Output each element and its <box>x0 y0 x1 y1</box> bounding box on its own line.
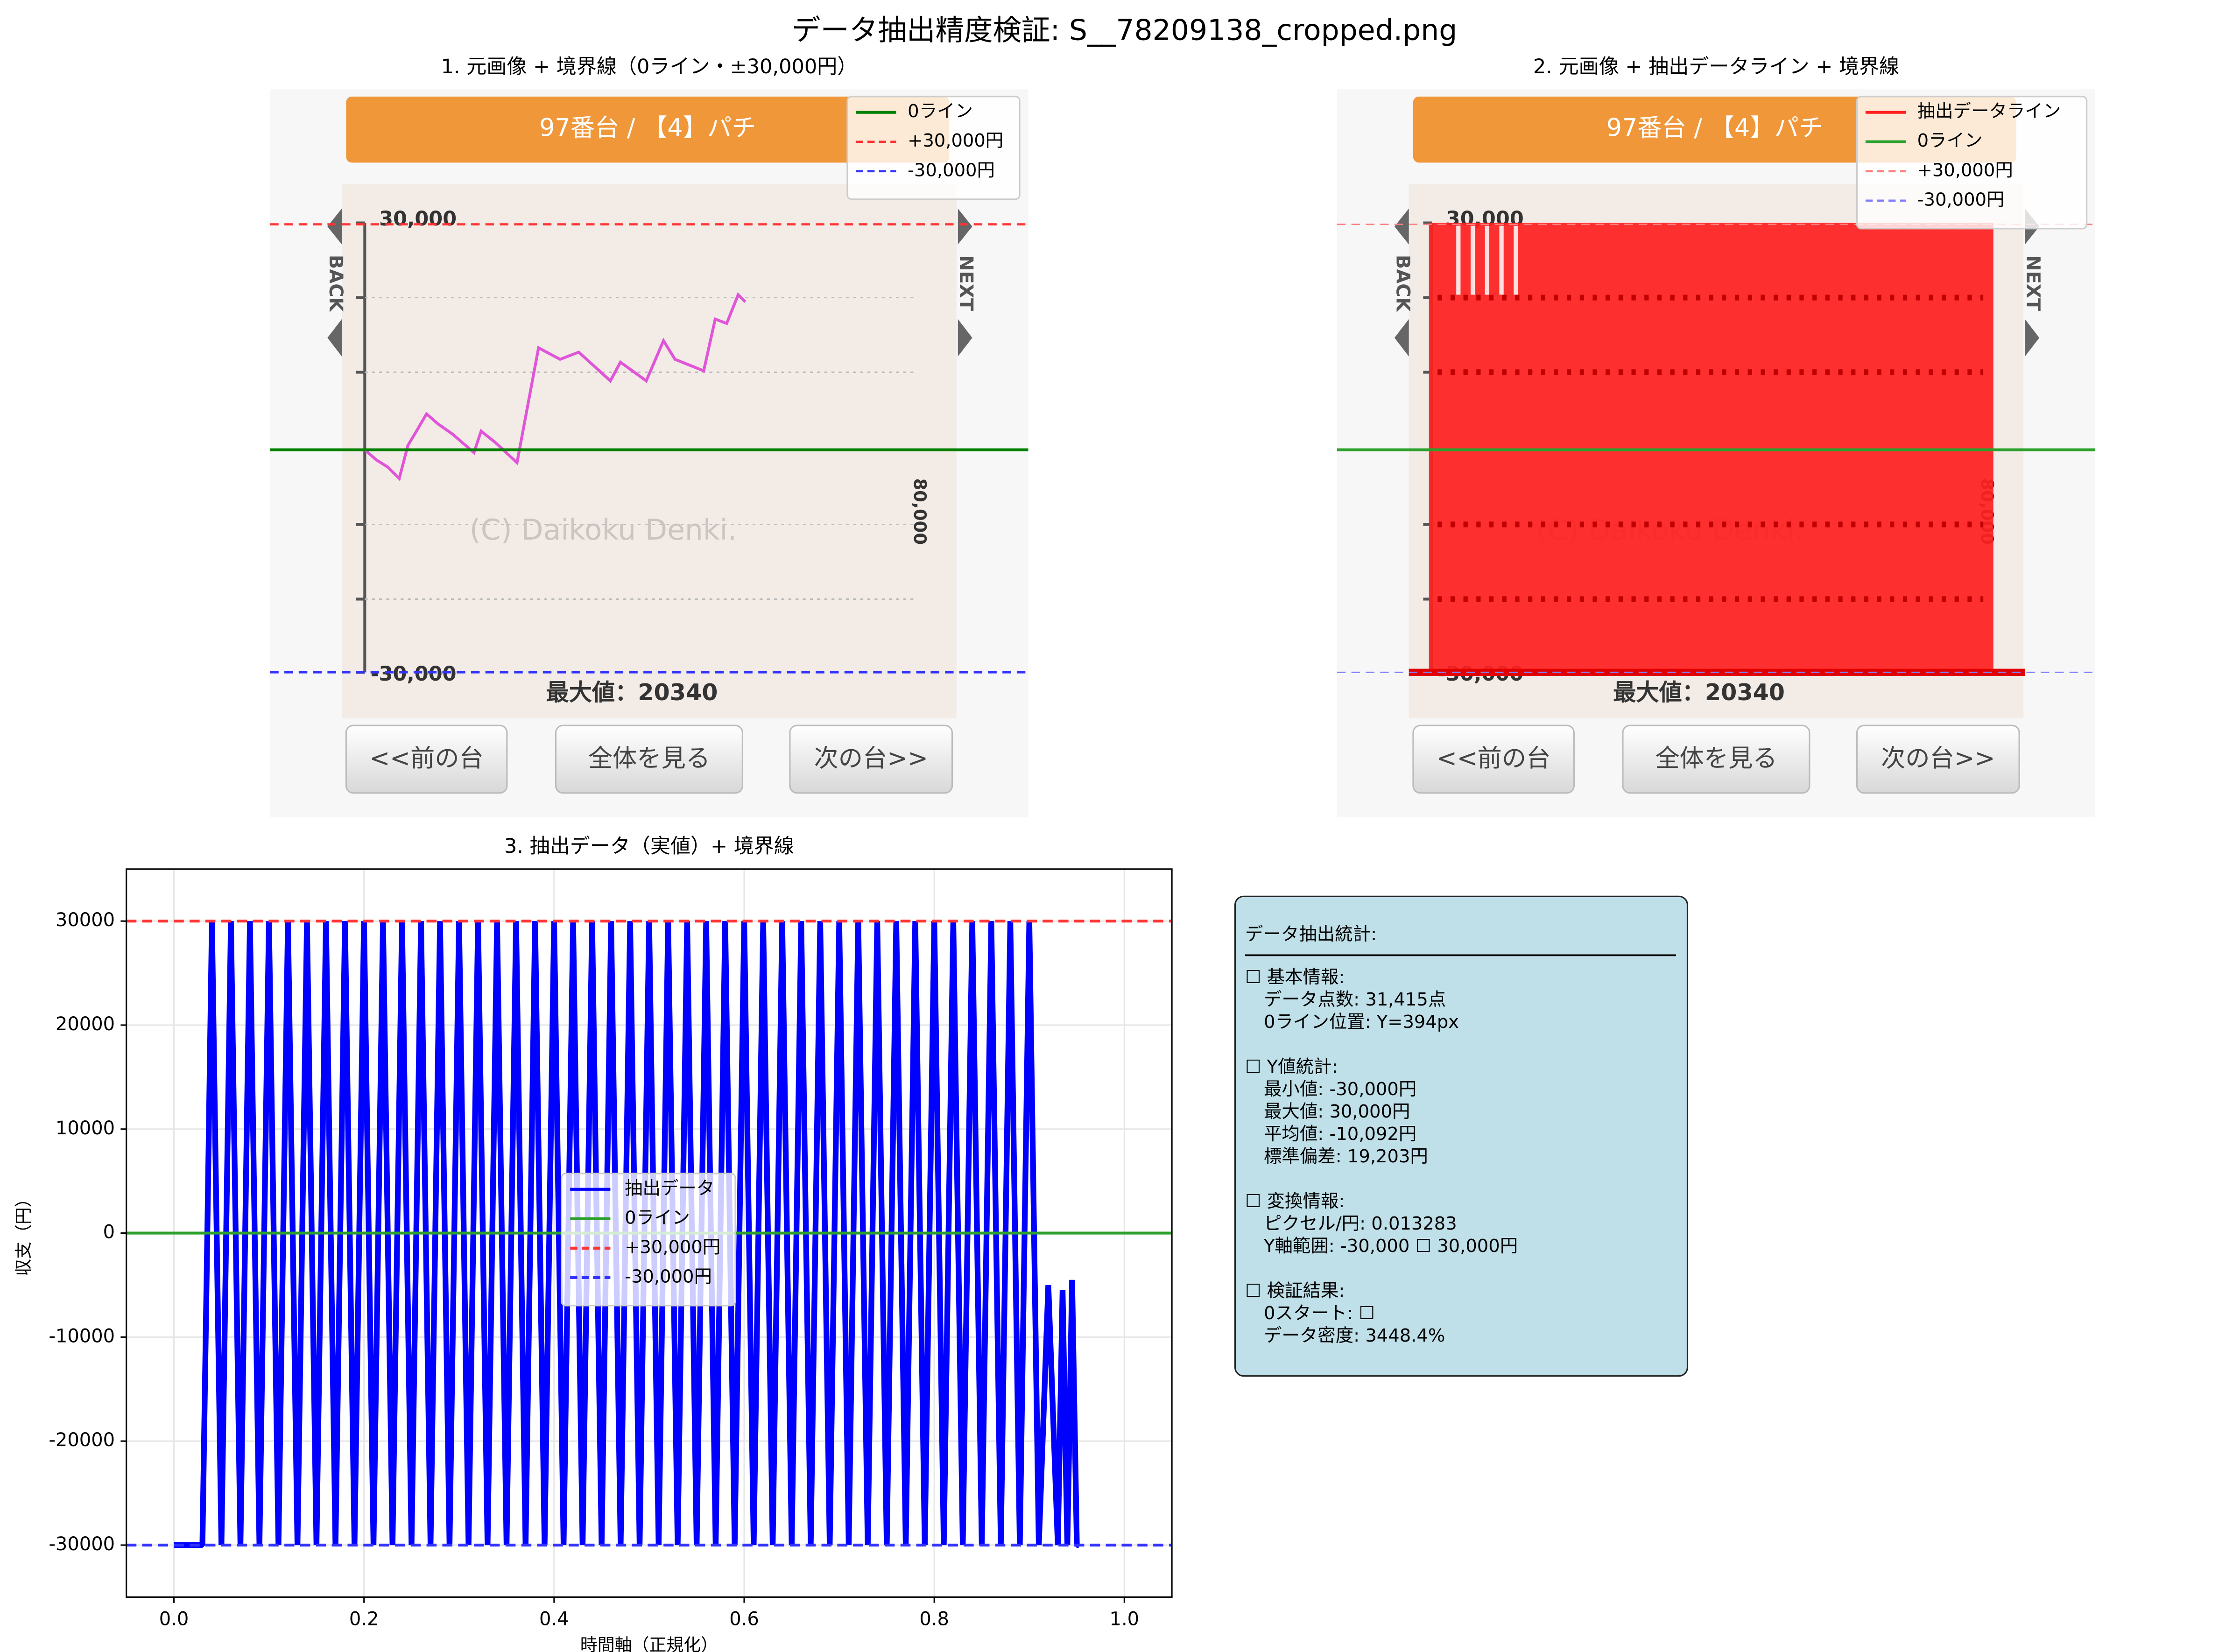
y-tick-label: -30000 <box>49 1533 115 1555</box>
back-arrow <box>327 208 342 245</box>
legend-label: +30,000円 <box>625 1237 720 1258</box>
legend-box <box>561 1173 736 1307</box>
overlay-fill <box>1429 223 1994 673</box>
y-tick-label: -10000 <box>49 1325 115 1347</box>
nav-button-label: 全体を見る <box>1655 744 1777 773</box>
nav-button[interactable] <box>789 724 953 794</box>
stats-line: 最小値: -30,000円 <box>1264 1079 1416 1100</box>
next-arrow <box>958 319 972 357</box>
stats-title: データ抽出統計: <box>1245 924 1377 945</box>
watermark: (C) Daikoku Denki. <box>470 513 737 547</box>
nav-button-label: 全体を見る <box>588 744 710 773</box>
stats-line: 最大値: 30,000円 <box>1264 1101 1410 1122</box>
y-tick-label: 30000 <box>56 909 115 931</box>
legend-label: 0ライン <box>625 1207 690 1228</box>
stats-line: 0スタート: ☐ <box>1264 1303 1375 1324</box>
header-text: 97番台 / 【4】パチ <box>539 114 756 142</box>
graph-y-side: 80,000 <box>910 478 930 545</box>
nav-button[interactable] <box>1622 724 1810 794</box>
legend-label: 0ライン <box>908 101 973 122</box>
nav-button-label: 次の台>> <box>1881 744 1995 773</box>
overlay-gap <box>1456 225 1461 295</box>
legend-label: 抽出データ <box>625 1178 714 1199</box>
legend-label: +30,000円 <box>1917 160 2013 181</box>
legend-label: -30,000円 <box>1917 189 2005 210</box>
header-bar <box>346 96 950 163</box>
overlay-gap <box>1470 225 1475 295</box>
figure-title: データ抽出精度検証: S__78209138_cropped.png <box>792 13 1457 47</box>
legend-label: +30,000円 <box>908 130 1003 151</box>
max-value: 最大値：20340 <box>1613 679 1785 706</box>
stats-heading: ☐ Y値統計: <box>1245 1056 1338 1077</box>
plot-frame <box>126 868 1173 1598</box>
back-arrow <box>327 319 342 357</box>
legend-box <box>846 96 1021 200</box>
stats-heading: ☐ 変換情報: <box>1245 1191 1345 1212</box>
legend-label: 0ライン <box>1917 130 1983 151</box>
x-tick-label: 0.2 <box>349 1609 379 1630</box>
y-tick-label: -20000 <box>49 1429 115 1451</box>
graph-line <box>364 292 747 482</box>
y-tick-label: 0 <box>103 1222 115 1243</box>
back-arrow <box>1394 319 1409 357</box>
next-arrow <box>2025 319 2040 357</box>
x-tick-label: 0.0 <box>159 1609 189 1630</box>
nav-button-label: <<前の台 <box>369 744 483 773</box>
next-label: NEXT <box>955 255 977 311</box>
back-label: BACK <box>325 255 346 313</box>
next-label: NEXT <box>2022 255 2044 311</box>
nav-button-label: 次の台>> <box>814 744 928 773</box>
nav-button[interactable] <box>555 724 743 794</box>
x-tick-label: 1.0 <box>1110 1609 1140 1630</box>
nav-button[interactable] <box>1412 724 1575 794</box>
nav-button[interactable] <box>345 724 508 794</box>
back-label: BACK <box>1392 255 1413 313</box>
stats-line: データ密度: 3448.4% <box>1264 1325 1445 1346</box>
graph-y-top: 30,000 <box>379 207 457 231</box>
stats-heading: ☐ 検証結果: <box>1245 1280 1345 1301</box>
x-tick-label: 0.4 <box>539 1609 569 1630</box>
x-tick-label: 0.8 <box>919 1609 949 1630</box>
legend-label: 抽出データライン <box>1917 101 2061 122</box>
x-tick-label: 0.6 <box>729 1609 759 1630</box>
stats-box <box>1234 895 1688 1377</box>
graph-y-bottom: -30,000 <box>371 662 457 686</box>
panel-title: 1. 元画像 + 境界線（0ライン・±30,000円） <box>441 55 857 78</box>
overlay-gap <box>1514 225 1518 295</box>
legend-box <box>1856 96 2088 230</box>
stats-line: 標準偏差: 19,203円 <box>1264 1146 1428 1167</box>
nav-button[interactable] <box>1856 724 2020 794</box>
stats-line: 0ライン位置: Y=394px <box>1264 1012 1459 1033</box>
y-axis-label: 収支（円） <box>14 1190 34 1276</box>
stats-line: ピクセル/円: 0.013283 <box>1264 1213 1457 1234</box>
max-value: 最大値：20340 <box>546 679 718 706</box>
stats-heading: ☐ 基本情報: <box>1245 967 1345 988</box>
back-arrow <box>1394 208 1409 245</box>
chart-title: 3. 抽出データ（実値）+ 境界線 <box>504 835 794 858</box>
next-arrow <box>958 208 972 245</box>
x-axis-label: 時間軸（正規化） <box>580 1635 718 1652</box>
legend-label: -30,000円 <box>625 1266 712 1287</box>
overlay-gap <box>1499 225 1504 295</box>
overlay-gap <box>1485 225 1489 295</box>
legend-label: -30,000円 <box>908 160 995 181</box>
y-tick-label: 10000 <box>56 1118 115 1139</box>
header-text: 97番台 / 【4】パチ <box>1606 114 1823 142</box>
stats-line: 平均値: -10,092円 <box>1264 1124 1416 1145</box>
stats-line: Y軸範囲: -30,000 ☐ 30,000円 <box>1263 1236 1518 1257</box>
panel-title: 2. 元画像 + 抽出データライン + 境界線 <box>1533 55 1899 78</box>
nav-button-label: <<前の台 <box>1437 744 1550 773</box>
stats-line: データ点数: 31,415点 <box>1264 989 1446 1010</box>
y-tick-label: 20000 <box>56 1013 115 1035</box>
